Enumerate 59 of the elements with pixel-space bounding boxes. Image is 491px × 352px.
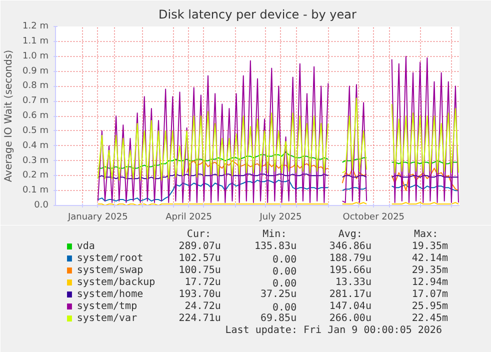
text: 0.00 — [272, 278, 297, 290]
text: 188.79u — [329, 253, 372, 264]
y-tick-label: 1.0 m — [22, 51, 49, 62]
text: 346.86u — [329, 241, 372, 252]
text: 25.95m — [412, 301, 448, 312]
legend-label: system/tmp — [76, 301, 138, 312]
x-tick-label: July 2025 — [258, 212, 302, 222]
text: 135.83u — [254, 241, 297, 252]
text: 224.71u — [178, 313, 221, 324]
y-tick-label: 0.5 m — [22, 126, 49, 136]
legend-label: system/var — [76, 313, 138, 324]
text: Avg: — [338, 229, 362, 240]
text: 22.45m — [412, 313, 448, 324]
y-tick-label: 0.0 — [34, 200, 49, 210]
x-tick-label: October 2025 — [342, 212, 405, 222]
y-tick-label: 0.9 m — [22, 66, 49, 76]
y-tick-label: 0.2 m — [22, 170, 49, 181]
text: 37.25u — [260, 289, 297, 300]
y-tick-label: 0.8 m — [22, 81, 49, 92]
text: 147.04u — [329, 301, 372, 312]
text: 193.70u — [178, 289, 221, 300]
y-axis-title: Average IO Wait (seconds) — [4, 50, 15, 182]
y-tick-label: 1.2 m — [22, 22, 49, 32]
text: 100.75u — [178, 265, 221, 276]
y-tick-label: 0.6 m — [22, 111, 49, 121]
legend-label: system/home — [76, 289, 144, 300]
x-tick-label: April 2025 — [166, 212, 212, 222]
text: 0.00 — [272, 266, 297, 278]
text: 29.35m — [412, 265, 448, 276]
x-tick-label: January 2025 — [66, 212, 128, 222]
y-tick-label: 1.1 m — [22, 36, 49, 46]
legend-label: system/swap — [76, 265, 144, 276]
text: 42.14m — [412, 253, 448, 264]
text: 0.00 — [272, 302, 297, 314]
text: Min: — [262, 229, 287, 240]
text: Max: — [414, 229, 438, 240]
text: 266.00u — [329, 313, 372, 324]
y-tick-label: 0.3 m — [22, 156, 49, 166]
text: 102.57u — [178, 253, 221, 264]
legend-label: system/root — [76, 253, 144, 264]
chart-title: Disk latency per device - by year — [158, 8, 357, 22]
text: 289.07u — [178, 241, 221, 252]
text: 281.17u — [329, 289, 372, 300]
y-tick-label: 0.7 m — [22, 96, 49, 106]
text: 0.00 — [272, 254, 297, 266]
text: 17.07m — [412, 289, 448, 300]
text: 195.66u — [329, 265, 372, 276]
legend-label: system/backup — [76, 277, 156, 288]
y-tick-label: 0.1 m — [22, 186, 49, 196]
text: 13.33u — [335, 277, 372, 288]
text: 69.85u — [260, 313, 297, 324]
y-tick-label: 0.4 m — [22, 140, 49, 151]
text: Last update: Fri Jan 9 00:00:05 2026 — [225, 325, 442, 336]
text: 12.94m — [412, 277, 448, 288]
text: 17.72u — [184, 277, 221, 288]
text: Cur: — [186, 229, 212, 240]
legend-label: vda — [76, 241, 95, 252]
text: 19.35m — [412, 241, 448, 252]
text: 24.72u — [184, 301, 221, 312]
